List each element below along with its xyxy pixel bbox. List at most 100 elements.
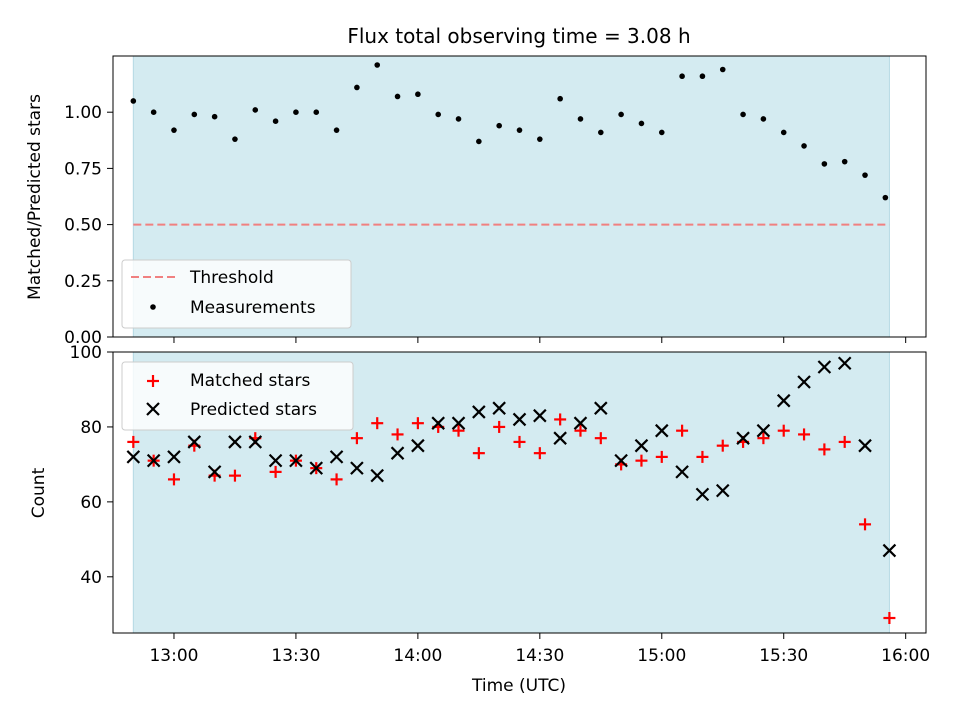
predicted-star-point (715, 483, 730, 498)
predicted-star-point (126, 450, 141, 464)
legend-matched-label: Matched stars (190, 371, 310, 391)
predicted-star-point (370, 468, 385, 483)
matched-star-point (167, 473, 180, 486)
matched-star-point (676, 424, 689, 437)
measurement-point (780, 129, 787, 136)
measurement-point (719, 66, 726, 73)
legend-measurements-label: Measurements (190, 298, 316, 318)
measurement-point (171, 127, 177, 133)
matched-star-point (757, 432, 770, 445)
predicted-star-point (248, 435, 263, 449)
predicted-star-point (309, 461, 324, 475)
matched-star-point (533, 447, 546, 460)
measurement-point (272, 118, 279, 124)
measurement-point (882, 194, 889, 201)
measurement-point (638, 120, 645, 127)
measurement-point (496, 122, 502, 129)
matched-star-point (269, 465, 282, 478)
predicted-star-point (797, 375, 811, 389)
x-axis-label: Time (UTC) (471, 676, 566, 696)
chart-title: Flux total observing time = 3.08 h (347, 24, 690, 48)
measurement-point (415, 91, 421, 98)
predicted-star-point (776, 393, 791, 408)
matched-star-point (594, 432, 607, 445)
legend-matched-swatch (147, 375, 159, 387)
predicted-star-point (167, 450, 181, 464)
predicted-star-point (594, 401, 608, 415)
matched-star-point (696, 450, 709, 463)
top-panel: 0.00 0.25 0.50 0.75 1.00 Flux total observin… (25, 24, 927, 348)
predicted-star-point (472, 405, 486, 419)
predicted-star-point (451, 416, 466, 430)
measurement-point (841, 158, 848, 165)
measurement-point (801, 143, 807, 149)
measurement-point (333, 127, 340, 133)
top-y-tick-label: 0.25 (64, 272, 102, 292)
matched-star-point (493, 420, 506, 433)
x-tick-label: 13:30 (271, 646, 320, 666)
bottom-axes-frame (112, 351, 927, 634)
matched-star-point (574, 424, 587, 437)
measurement-point (537, 136, 543, 142)
predicted-star-point (390, 446, 405, 460)
measurement-point (455, 116, 462, 122)
top-y-ticks: 0.00 0.25 0.50 0.75 1.00 (64, 103, 113, 348)
matched-star-point (883, 612, 896, 625)
bottom-x-ticks: 13:00 13:30 14:00 14:30 15:00 15:30 16:00 (149, 633, 930, 666)
matched-star-point (655, 450, 668, 463)
x-tick-label: 16:00 (881, 646, 930, 666)
matched-star-point (798, 428, 811, 441)
predicted-star-point (553, 431, 567, 445)
measurement-point (821, 161, 828, 167)
measurement-point (699, 73, 706, 80)
measurement-point (150, 109, 157, 115)
measurement-point (354, 84, 360, 91)
predicted-star-point (675, 465, 689, 479)
bottom-y-tick-label: 100 (70, 343, 102, 363)
matched-star-point (838, 435, 851, 448)
measurement-point (658, 129, 665, 136)
predicted-star-point (837, 356, 852, 371)
measurement-points (130, 62, 889, 201)
measurement-point (476, 138, 482, 145)
measurement-point (516, 127, 523, 133)
predicted-star-point (268, 453, 283, 468)
measurement-point (618, 111, 624, 118)
matched-star-point (330, 473, 343, 486)
predicted-star-point (329, 450, 344, 464)
predicted-star-point (634, 438, 649, 453)
matched-star-point (350, 432, 363, 445)
bottom-panel: 40 60 80 100 13:00 13:30 14:00 14:30 15:00 15:30… (29, 343, 930, 696)
matched-star-point (472, 447, 485, 460)
predicted-star-point (431, 416, 445, 430)
measurement-point (740, 111, 746, 118)
matched-star-point (127, 435, 140, 448)
measurement-point (557, 95, 563, 102)
x-tick-label: 13:00 (149, 646, 198, 666)
predicted-star-point (289, 453, 303, 468)
x-tick-label: 14:00 (393, 646, 442, 666)
legend-predicted-swatch (146, 402, 160, 416)
predicted-star-point (573, 416, 588, 430)
predicted-star-point (614, 453, 628, 468)
measurement-point (293, 109, 299, 115)
predicted-star-point (350, 461, 364, 475)
predicted-star-point (187, 435, 202, 449)
predicted-star-point (654, 423, 669, 438)
predicted-star-point (492, 401, 506, 415)
predicted-star-point (695, 487, 710, 502)
measurement-point (862, 172, 868, 178)
measurement-point (374, 62, 381, 68)
top-y-tick-label: 0.00 (64, 328, 102, 348)
matched-star-point (635, 454, 648, 467)
matched-star-point (452, 424, 465, 437)
x-tick-label: 15:30 (759, 646, 808, 666)
predicted-star-point (817, 360, 832, 374)
predicted-star-point (533, 408, 547, 423)
x-tick-label: 15:00 (637, 646, 686, 666)
predicted-star-point (411, 438, 425, 453)
top-x-ticks (173, 337, 907, 343)
bottom-legend: Matched stars Predicted stars (121, 361, 354, 431)
legend-predicted-label: Predicted stars (190, 400, 317, 420)
